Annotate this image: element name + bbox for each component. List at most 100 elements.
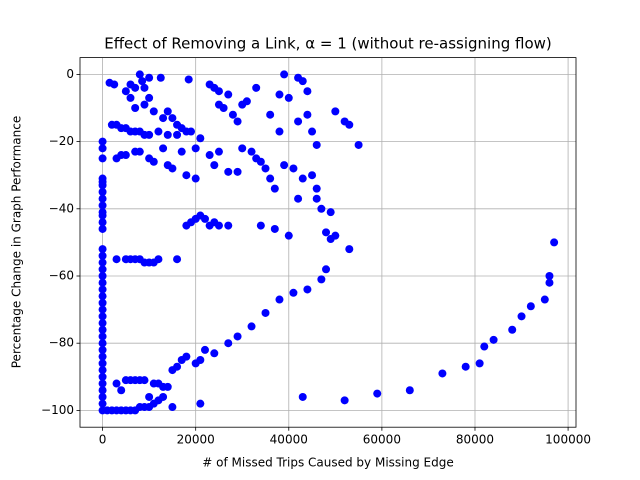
- point: [98, 285, 107, 294]
- y-tick-label: −40: [49, 201, 74, 215]
- point: [98, 154, 107, 163]
- point: [145, 392, 154, 401]
- point: [98, 258, 107, 267]
- point: [168, 114, 177, 123]
- point: [98, 379, 107, 388]
- point: [280, 161, 289, 170]
- point: [159, 114, 168, 123]
- point: [266, 110, 275, 119]
- point: [145, 73, 154, 82]
- x-tick-label: 80000: [456, 433, 494, 447]
- point: [98, 272, 107, 280]
- point: [135, 147, 144, 156]
- point: [480, 342, 489, 351]
- point: [326, 208, 335, 217]
- chart-title: Effect of Removing a Link, α = 1 (withou…: [104, 35, 552, 53]
- point: [98, 218, 107, 227]
- point: [261, 164, 270, 173]
- point: [98, 188, 107, 196]
- x-axis-label: # of Missed Trips Caused by Missing Edge: [202, 456, 453, 470]
- point: [210, 349, 219, 358]
- point: [98, 298, 107, 307]
- point: [214, 87, 223, 96]
- point: [98, 305, 107, 314]
- point: [545, 278, 554, 287]
- point: [98, 245, 107, 254]
- x-tick-label: 0: [99, 433, 107, 447]
- point: [489, 335, 498, 344]
- point: [294, 194, 303, 203]
- point: [312, 194, 321, 203]
- point: [98, 211, 107, 220]
- point: [135, 70, 144, 79]
- point: [154, 255, 163, 264]
- point: [112, 379, 121, 388]
- point: [196, 134, 205, 143]
- point: [508, 325, 517, 334]
- point: [98, 359, 107, 368]
- point: [475, 359, 484, 368]
- point: [517, 312, 526, 321]
- point: [303, 285, 312, 294]
- point: [98, 386, 107, 395]
- point: [224, 90, 233, 99]
- point: [322, 265, 331, 274]
- point: [140, 376, 149, 385]
- point: [98, 201, 107, 210]
- x-tick-label: 60000: [363, 433, 401, 447]
- point: [303, 87, 312, 96]
- point: [322, 228, 331, 237]
- point: [205, 151, 214, 160]
- point: [121, 87, 130, 96]
- point: [98, 339, 107, 348]
- point: [156, 73, 165, 82]
- point: [233, 117, 242, 126]
- point: [224, 221, 233, 230]
- point: [345, 245, 354, 254]
- point: [340, 396, 349, 405]
- point: [438, 369, 447, 378]
- point: [270, 224, 279, 233]
- point: [138, 77, 147, 86]
- point: [98, 372, 107, 381]
- point: [154, 127, 163, 136]
- point: [117, 386, 126, 395]
- point: [98, 392, 107, 401]
- point: [196, 399, 205, 408]
- point: [228, 110, 237, 119]
- point: [303, 110, 312, 119]
- point: [331, 107, 340, 116]
- point: [540, 295, 549, 304]
- point: [270, 184, 279, 193]
- point: [126, 93, 135, 102]
- point: [214, 221, 223, 230]
- point: [98, 319, 107, 328]
- point: [312, 184, 321, 193]
- point: [173, 255, 182, 264]
- y-tick-label: 0: [66, 67, 74, 81]
- point: [184, 75, 193, 84]
- point: [210, 161, 219, 170]
- point: [98, 144, 107, 153]
- point: [405, 386, 414, 395]
- point: [233, 332, 242, 341]
- point: [191, 144, 200, 153]
- point: [289, 288, 298, 297]
- point: [182, 352, 191, 361]
- point: [98, 224, 107, 233]
- point: [168, 164, 177, 173]
- point: [461, 362, 470, 371]
- point: [345, 120, 354, 129]
- point: [247, 322, 256, 331]
- point: [200, 214, 209, 223]
- point: [98, 194, 107, 203]
- y-tick-label: −60: [49, 269, 74, 283]
- point: [98, 312, 107, 321]
- point: [275, 295, 284, 304]
- point: [308, 171, 317, 180]
- point: [261, 308, 270, 317]
- x-tick-label: 100000: [545, 433, 591, 447]
- point: [98, 265, 107, 274]
- point: [354, 140, 363, 149]
